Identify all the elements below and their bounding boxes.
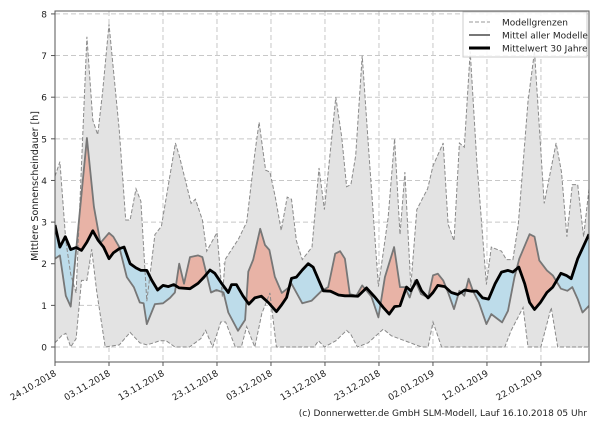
x-tick-label: 22.01.2019 [495, 369, 545, 404]
y-tick-label: 7 [41, 52, 47, 62]
x-tick-label: 23.11.2018 [171, 369, 221, 404]
legend-label-mittelwert-30: Mittelwert 30 Jahre [502, 45, 588, 55]
model-max-line [55, 24, 589, 302]
y-tick-label: 6 [41, 94, 47, 104]
plot-area [55, 24, 589, 349]
climate-mean-line [55, 224, 589, 316]
footer-credit: (c) Donnerwetter.de GmbH SLM-Modell, Lau… [299, 409, 588, 419]
above-normal-fill [55, 138, 589, 315]
y-tick-label: 4 [41, 177, 47, 187]
y-tick-label: 3 [41, 219, 47, 229]
y-tick-label: 8 [41, 10, 47, 20]
x-tick-label: 02.01.2019 [387, 369, 437, 404]
y-tick-label: 0 [41, 344, 47, 354]
x-tick-label: 12.01.2019 [441, 369, 491, 404]
x-tick-label: 23.12.2018 [333, 369, 383, 404]
legend: Modellgrenzen Mittel aller Modelle Mitte… [462, 11, 588, 58]
y-tick-label: 1 [41, 302, 47, 312]
y-axis: 0 1 2 3 4 5 6 7 8 [41, 10, 55, 354]
y-tick-label: 5 [41, 135, 47, 145]
x-tick-label: 24.10.2018 [9, 369, 59, 404]
x-tick-label: 03.12.2018 [225, 369, 275, 404]
x-tick-label: 03.11.2018 [63, 369, 113, 404]
plot-frame [54, 10, 590, 363]
y-tick-label: 2 [41, 260, 47, 270]
y-axis-label: Mittlere Sonnenscheindauer [h] [30, 111, 41, 261]
legend-label-modellgrenzen: Modellgrenzen [502, 19, 568, 29]
model-min-line [55, 249, 589, 349]
x-axis: 24.10.2018 03.11.2018 13.11.2018 23.11.2018… [9, 362, 545, 403]
legend-label-mittel-modelle: Mittel aller Modelle [502, 32, 588, 42]
model-mean-line [55, 137, 589, 332]
x-tick-label: 13.12.2018 [279, 369, 329, 404]
x-tick-label: 13.11.2018 [117, 369, 167, 404]
